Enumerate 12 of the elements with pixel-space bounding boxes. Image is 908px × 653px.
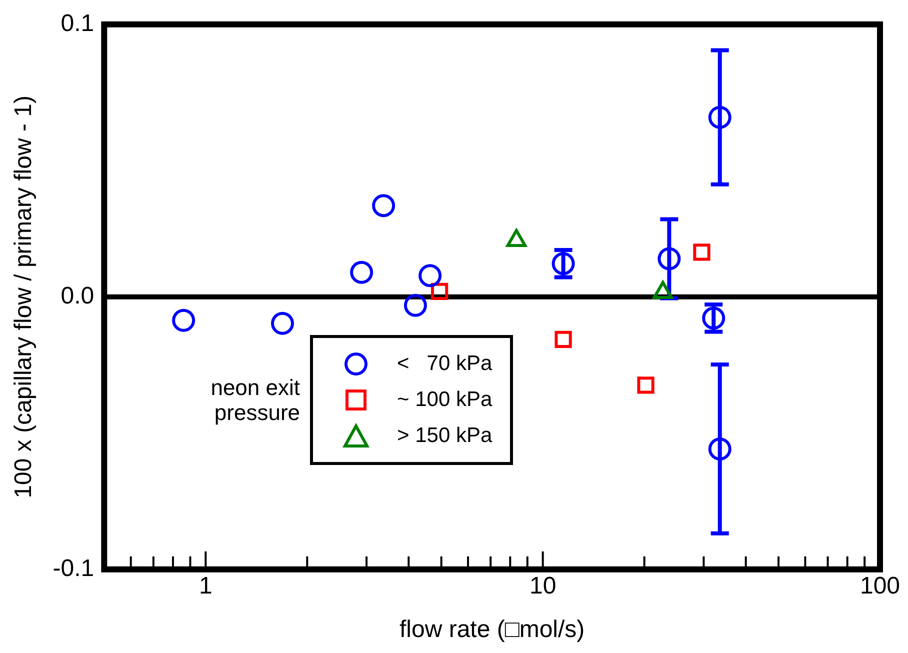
y-tick-label: 0.0 bbox=[60, 282, 94, 310]
legend-label: ~ 100 kPa bbox=[397, 388, 492, 412]
x-axis-title: flow rate (□mol/s) bbox=[399, 616, 585, 644]
y-axis-title: 100 x (capillary flow / primary flow - 1) bbox=[10, 96, 38, 498]
legend-title: neon exit pressure bbox=[210, 374, 300, 426]
legend-label: > 150 kPa bbox=[397, 424, 492, 448]
x-tick-label: 10 bbox=[529, 572, 556, 600]
x-tick-label: 100 bbox=[860, 572, 900, 600]
x-tick-label: 1 bbox=[198, 572, 212, 600]
y-tick-label: -0.1 bbox=[52, 555, 94, 582]
legend-label: < 70 kPa bbox=[397, 352, 492, 376]
y-tick-label: 0.1 bbox=[60, 10, 94, 38]
